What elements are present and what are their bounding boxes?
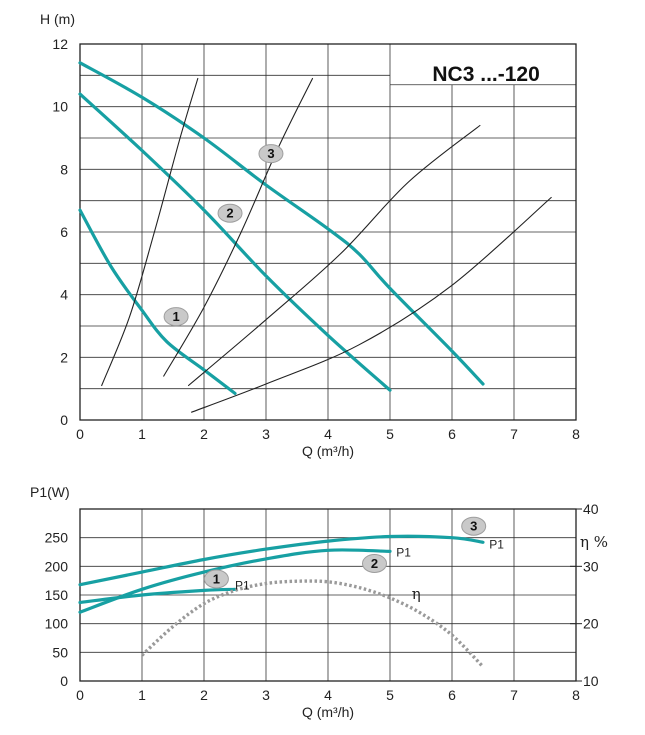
x-tick-label: 0 bbox=[76, 687, 84, 703]
y-tick-label: 4 bbox=[60, 287, 68, 303]
efficiency-label: η bbox=[412, 585, 421, 603]
x-tick-label: 8 bbox=[572, 687, 580, 703]
x-tick-label: 6 bbox=[448, 426, 456, 442]
plot-frame-power bbox=[79, 508, 577, 682]
x-axis-title: Q (m³/h) bbox=[302, 704, 354, 720]
power-curve-3 bbox=[78, 534, 485, 587]
speed-curve-2 bbox=[78, 92, 392, 392]
y-tick-label: 10 bbox=[52, 99, 68, 115]
x-tick-label: 2 bbox=[200, 687, 208, 703]
x-tick-label: 4 bbox=[324, 426, 332, 442]
y-axis-title: P1(W) bbox=[30, 484, 70, 500]
power-curve-label-3-circle bbox=[461, 516, 487, 536]
plot-frame-head bbox=[79, 43, 577, 421]
system-curve-5 bbox=[187, 124, 481, 387]
speed-curve-label-2-circle bbox=[217, 203, 243, 223]
x-tick-label: 8 bbox=[572, 426, 580, 442]
x-tick-label: 4 bbox=[324, 687, 332, 703]
y-tick-label: 0 bbox=[60, 412, 68, 428]
x-tick-label: 3 bbox=[262, 426, 270, 442]
power-curve-label-2-circle bbox=[362, 553, 387, 573]
power-curve-label-2: 2 bbox=[371, 556, 378, 571]
y-tick-label: 2 bbox=[60, 349, 68, 365]
y2-tick-label: 10 bbox=[583, 673, 599, 689]
x-tick-label: 0 bbox=[76, 426, 84, 442]
y-tick-label: 250 bbox=[45, 530, 69, 546]
y-tick-label: 150 bbox=[45, 587, 69, 603]
y-tick-label: 8 bbox=[60, 161, 68, 177]
x-tick-label: 7 bbox=[510, 426, 518, 442]
x-tick-label: 5 bbox=[386, 426, 394, 442]
x-tick-label: 3 bbox=[262, 687, 270, 703]
power-label-3: P1 bbox=[489, 537, 504, 551]
x-axis-title: Q (m³/h) bbox=[302, 443, 354, 459]
speed-curve-label-2: 2 bbox=[226, 206, 233, 221]
x-tick-label: 2 bbox=[200, 426, 208, 442]
y-axis-title: H (m) bbox=[40, 11, 75, 27]
speed-curve-label-1: 1 bbox=[172, 309, 179, 324]
power-curve-label-1-circle bbox=[203, 569, 229, 589]
speed-curve-3 bbox=[78, 61, 485, 386]
speed-curve-label-3-circle bbox=[258, 144, 284, 164]
x-tick-label: 6 bbox=[448, 687, 456, 703]
x-tick-label: 1 bbox=[138, 426, 146, 442]
y-tick-label: 50 bbox=[52, 644, 68, 660]
y2-tick-label: 40 bbox=[583, 501, 599, 517]
power-curve-label-1: 1 bbox=[213, 571, 220, 586]
y2-axis-title: η % bbox=[580, 533, 608, 551]
x-tick-label: 5 bbox=[386, 687, 394, 703]
power-curve-2 bbox=[78, 548, 392, 614]
model-title: NC3 ...-120 bbox=[432, 63, 539, 86]
y2-tick-label: 20 bbox=[583, 616, 599, 632]
speed-curve-label-3: 3 bbox=[267, 146, 274, 161]
power-curve-1 bbox=[78, 587, 237, 605]
y-tick-label: 200 bbox=[45, 558, 69, 574]
power-curve-label-3: 3 bbox=[470, 519, 477, 534]
y2-tick-label: 30 bbox=[583, 558, 599, 574]
speed-curve-label-1-circle bbox=[163, 307, 189, 327]
system-curve-3 bbox=[101, 77, 199, 387]
y-tick-label: 0 bbox=[60, 673, 68, 689]
x-tick-label: 7 bbox=[510, 687, 518, 703]
power-label-2: P1 bbox=[396, 545, 411, 559]
speed-curve-1 bbox=[78, 208, 237, 395]
x-tick-label: 1 bbox=[138, 687, 146, 703]
y-tick-label: 6 bbox=[60, 224, 68, 240]
system-curve-6 bbox=[191, 196, 552, 413]
efficiency-curve bbox=[140, 579, 485, 668]
y-tick-label: 100 bbox=[45, 616, 69, 632]
y-tick-label: 12 bbox=[52, 36, 68, 52]
power-label-1: P1 bbox=[235, 578, 250, 592]
system-curve-4 bbox=[163, 77, 314, 377]
